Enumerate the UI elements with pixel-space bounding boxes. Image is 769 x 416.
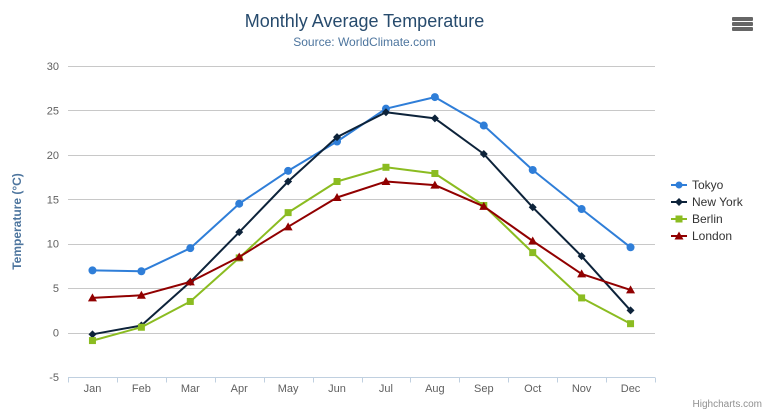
series-line-london[interactable] (91, 180, 632, 299)
x-axis-label: Sep (474, 383, 494, 395)
legend-symbol-square (671, 215, 687, 222)
x-axis-label: Feb (132, 383, 151, 395)
x-axis-label: Dec (621, 383, 641, 395)
data-point-tokyo[interactable] (88, 266, 97, 275)
data-point-new-york[interactable] (577, 252, 586, 261)
series-london (87, 177, 636, 302)
x-axis-label: May (278, 383, 299, 395)
data-point-berlin[interactable] (529, 249, 537, 257)
legend-label: Berlin (692, 211, 723, 226)
legend-label: New York (692, 194, 743, 209)
data-point-new-york[interactable] (88, 330, 97, 339)
data-point-tokyo[interactable] (284, 166, 293, 175)
data-point-london[interactable] (528, 236, 538, 245)
data-point-london[interactable] (136, 290, 146, 299)
square-marker-icon (675, 215, 683, 222)
legend-symbol-diamond (671, 197, 687, 206)
data-point-berlin[interactable] (284, 209, 292, 217)
y-axis-label: 10 (47, 239, 59, 251)
series-line-new-york[interactable] (91, 111, 632, 336)
x-axis-label: Nov (572, 383, 592, 395)
data-point-tokyo[interactable] (479, 121, 488, 130)
data-point-london[interactable] (234, 252, 244, 261)
x-axis-label: Apr (231, 383, 248, 395)
export-menu-button[interactable] (732, 17, 753, 31)
legend-item-london[interactable]: London (671, 227, 743, 244)
data-point-berlin[interactable] (333, 178, 341, 186)
data-point-berlin[interactable] (382, 163, 390, 171)
data-point-new-york[interactable] (528, 203, 537, 212)
y-axis-label: 15 (47, 194, 59, 206)
data-point-london[interactable] (283, 222, 293, 231)
hamburger-icon (732, 22, 753, 26)
series-new-york (88, 108, 635, 339)
x-axis-label: Aug (425, 383, 445, 395)
data-point-tokyo[interactable] (186, 244, 195, 253)
x-axis-label: Oct (524, 383, 541, 395)
x-axis-label: Jul (379, 383, 393, 395)
data-point-berlin[interactable] (627, 320, 635, 328)
data-point-new-york[interactable] (235, 228, 244, 237)
data-point-berlin[interactable] (431, 170, 439, 178)
data-point-london[interactable] (479, 201, 489, 210)
data-point-london[interactable] (87, 293, 97, 302)
data-point-london[interactable] (577, 269, 587, 278)
y-axis-title: Temperature (°C) (10, 173, 24, 270)
x-axis-label: Jun (328, 383, 346, 395)
data-point-new-york[interactable] (430, 114, 439, 123)
legend: Tokyo New York Berlin London (671, 176, 743, 244)
data-point-new-york[interactable] (479, 149, 488, 158)
data-point-london[interactable] (185, 277, 195, 286)
data-point-london[interactable] (430, 180, 440, 189)
data-point-london[interactable] (381, 177, 391, 186)
y-axis-label: -5 (49, 372, 59, 384)
data-point-new-york[interactable] (381, 108, 390, 117)
data-point-new-york[interactable] (284, 177, 293, 186)
data-point-berlin[interactable] (137, 323, 145, 331)
series-line-tokyo[interactable] (91, 96, 632, 273)
legend-label: Tokyo (692, 177, 724, 192)
data-point-berlin[interactable] (578, 294, 586, 302)
x-axis-label: Mar (181, 383, 200, 395)
legend-item-new-york[interactable]: New York (671, 193, 743, 210)
y-axis-label: 30 (47, 61, 59, 73)
credits-link[interactable]: Highcharts.com (692, 399, 762, 410)
data-point-tokyo[interactable] (626, 243, 635, 252)
legend-item-tokyo[interactable]: Tokyo (671, 176, 743, 193)
x-axis-label: Jan (84, 383, 102, 395)
data-point-tokyo[interactable] (430, 93, 439, 102)
hamburger-icon (732, 27, 753, 31)
series-tokyo (88, 93, 635, 276)
legend-symbol-circle (671, 181, 687, 188)
data-point-tokyo[interactable] (137, 267, 146, 276)
y-axis-label: 20 (47, 150, 59, 162)
circle-marker-icon (675, 181, 683, 188)
data-point-tokyo[interactable] (235, 199, 244, 208)
y-axis-label: 0 (53, 328, 59, 340)
data-point-new-york[interactable] (333, 133, 342, 142)
data-point-berlin[interactable] (186, 297, 194, 305)
data-point-berlin[interactable] (88, 337, 96, 345)
y-axis-label: 25 (47, 105, 59, 117)
triangle-marker-icon (674, 231, 684, 239)
legend-label: London (692, 228, 733, 243)
legend-item-berlin[interactable]: Berlin (671, 210, 743, 227)
data-point-tokyo[interactable] (577, 205, 586, 214)
series-line-berlin[interactable] (91, 166, 632, 342)
legend-symbol-triangle (671, 231, 687, 239)
data-point-london[interactable] (332, 193, 342, 202)
data-point-new-york[interactable] (626, 306, 635, 315)
data-point-london[interactable] (626, 285, 636, 294)
data-point-tokyo[interactable] (528, 165, 537, 174)
diamond-marker-icon (675, 197, 683, 206)
hamburger-icon (732, 17, 753, 21)
y-axis-label: 5 (53, 283, 59, 295)
